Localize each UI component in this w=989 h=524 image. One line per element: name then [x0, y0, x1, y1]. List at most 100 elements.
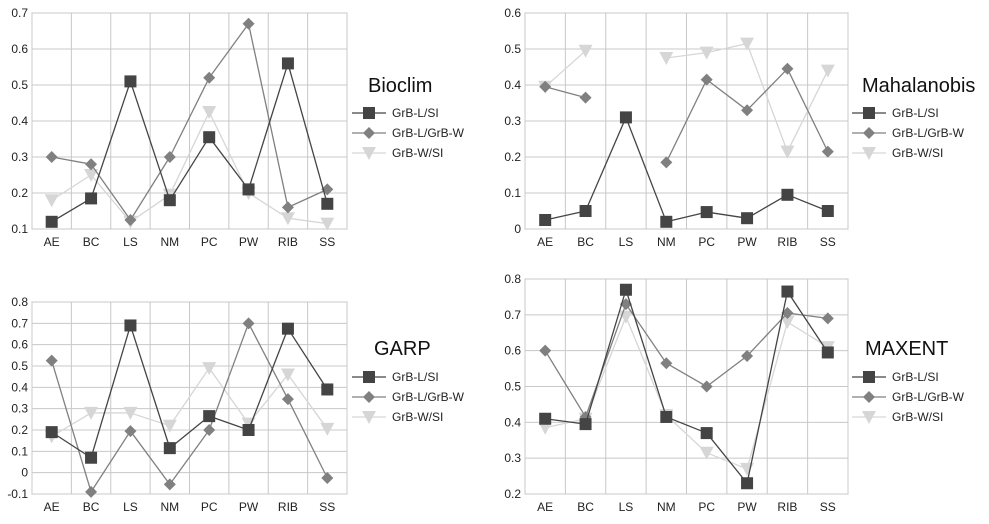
data-point — [124, 214, 137, 226]
data-point — [320, 217, 335, 231]
chart-title: Mahalanobis — [862, 75, 975, 97]
data-point — [539, 412, 552, 425]
y-tick-label: 0.1 — [11, 222, 28, 236]
x-tick-label: PC — [698, 500, 715, 514]
series-line-segment — [545, 418, 586, 429]
legend-marker — [862, 147, 876, 160]
data-point — [700, 380, 713, 393]
series-line-segment — [625, 303, 667, 364]
legend-label: GrB-L/GrB-W — [392, 126, 465, 140]
legend-label: GrB-L/SI — [892, 370, 939, 384]
chart-title: MAXENT — [865, 338, 948, 360]
legend-marker — [363, 371, 375, 383]
y-tick-label: 0.1 — [11, 444, 28, 458]
data-point — [741, 477, 754, 490]
series-line-segment — [51, 174, 92, 201]
legend-label: GrB-L/SI — [392, 370, 439, 384]
series-line-segment — [625, 289, 667, 418]
series-line-segment — [746, 321, 789, 470]
y-tick-label: 0.5 — [504, 42, 521, 56]
series-line-segment — [287, 217, 328, 225]
data-point — [659, 52, 674, 65]
y-tick-label: 0.1 — [504, 186, 521, 200]
series-line-segment — [247, 328, 289, 431]
series-line-segment — [666, 416, 707, 434]
data-point — [781, 307, 794, 320]
data-point — [45, 215, 58, 228]
y-tick-label: 0.8 — [504, 272, 521, 286]
series-line-segment — [584, 289, 627, 425]
legend-marker — [863, 371, 875, 383]
y-tick-label: 0.5 — [504, 380, 521, 394]
data-point — [202, 106, 217, 119]
y-tick-label: 0.4 — [504, 78, 521, 92]
data-point — [163, 478, 176, 491]
chart-0: 0.1 0.2 0.3 0.4 0.5 0.6 0.7 AE BC LS NM PC PW RIB SS Bi… — [11, 6, 464, 249]
legend-label: GrB-W/SI — [892, 410, 943, 424]
series-line-segment — [287, 63, 328, 204]
legend-marker — [362, 147, 376, 160]
y-tick-label: 0.4 — [11, 114, 28, 128]
series-line-segment — [129, 156, 171, 221]
series-line-segment — [248, 192, 289, 219]
series-line-segment — [544, 350, 587, 418]
data-point — [280, 212, 295, 226]
data-point — [741, 212, 754, 225]
series-line-segment — [666, 51, 707, 59]
data-point — [84, 169, 99, 182]
data-point — [821, 312, 834, 325]
x-tick-label: BC — [83, 500, 100, 514]
data-point — [740, 462, 755, 476]
y-tick-label: 0.2 — [504, 150, 521, 164]
chart-3: 0.2 0.3 0.4 0.5 0.6 0.7 0.8 AE BC LS NM PC PW RIB SS MA… — [504, 272, 964, 514]
y-tick-label: 0.7 — [11, 6, 28, 20]
data-point — [321, 197, 334, 210]
y-tick-label: 0.6 — [11, 338, 28, 352]
x-tick-label: SS — [820, 500, 836, 514]
data-point — [660, 215, 673, 228]
x-tick-label: AE — [537, 235, 553, 249]
legend-marker — [862, 411, 876, 424]
series-line-segment — [665, 79, 708, 163]
data-point — [781, 188, 794, 201]
data-point — [45, 426, 58, 439]
x-tick-label: PW — [737, 235, 757, 249]
data-point — [821, 145, 834, 158]
series-GrB-L/SI — [539, 111, 834, 228]
y-tick-label: 0.6 — [504, 6, 521, 20]
data-point — [242, 424, 255, 436]
series-line-segment — [706, 42, 748, 54]
legend-marker — [363, 391, 375, 403]
x-tick-label: AE — [44, 235, 60, 249]
series-line-segment — [287, 374, 328, 430]
series-line-segment — [129, 325, 171, 449]
series-line-segment — [706, 355, 748, 388]
data-point — [162, 419, 177, 433]
chart-2: -0.1 0 0.1 0.2 0.3 0.4 0.5 0.6 0.7 0.8 AE BC LS NM PC P… — [7, 295, 464, 514]
data-point — [660, 410, 673, 423]
data-point — [781, 285, 794, 298]
x-tick-label: NM — [657, 235, 676, 249]
data-point — [619, 283, 632, 296]
data-point — [85, 192, 98, 205]
data-point — [203, 131, 216, 144]
data-point — [660, 156, 673, 169]
data-point — [781, 62, 794, 75]
chart-1: 0 0.1 0.2 0.3 0.4 0.5 0.6 AE BC LS NM PC PW RIB SS Maha… — [504, 6, 975, 249]
data-point — [780, 145, 795, 159]
data-point — [700, 73, 713, 86]
x-tick-label: LS — [123, 235, 138, 249]
data-point — [578, 44, 593, 58]
legend: GrB-L/SI GrB-L/GrB-W GrB-W/SI — [852, 370, 965, 424]
data-point — [579, 91, 592, 104]
series-GrB-L/SI — [45, 57, 334, 228]
data-point — [163, 194, 176, 207]
data-point — [821, 346, 834, 359]
legend-label: GrB-L/GrB-W — [392, 390, 465, 404]
y-tick-label: 0 — [514, 222, 521, 236]
data-point — [281, 322, 294, 335]
legend-label: GrB-L/GrB-W — [892, 126, 965, 140]
y-tick-label: 0.3 — [11, 150, 28, 164]
x-tick-label: SS — [319, 500, 335, 514]
series-line-segment — [169, 136, 210, 201]
